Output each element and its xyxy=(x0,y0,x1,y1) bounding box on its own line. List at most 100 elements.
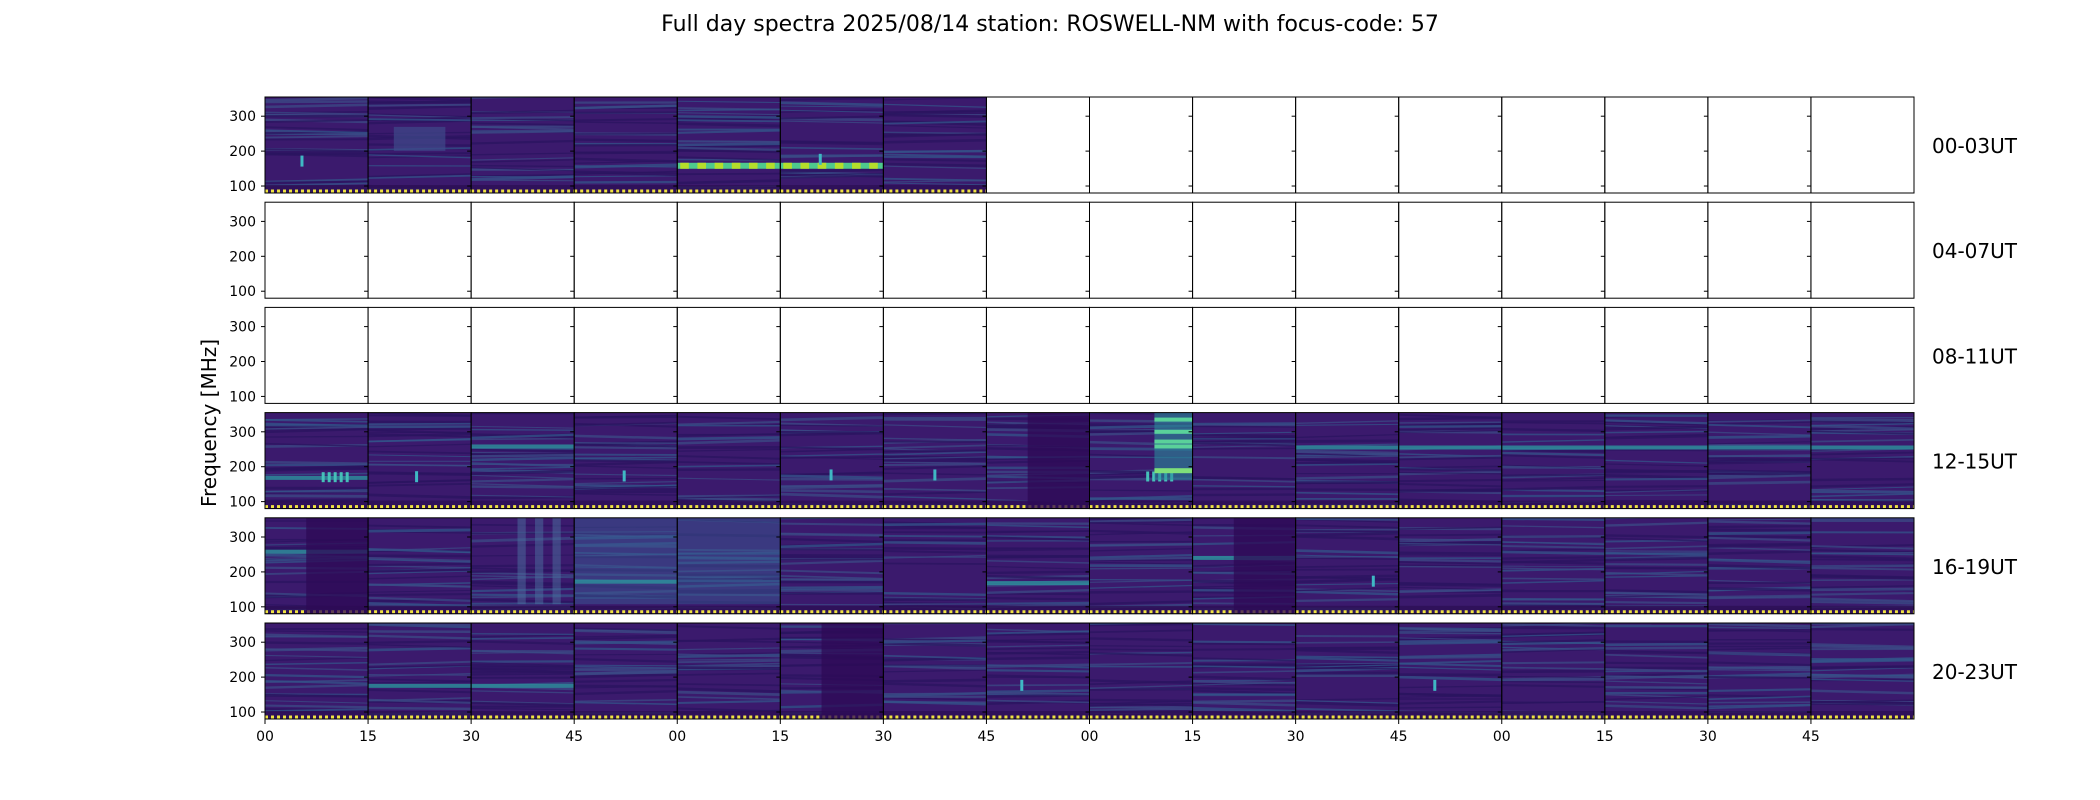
y-tick-label: 100 xyxy=(229,495,256,511)
y-tick-label: 100 xyxy=(229,284,256,300)
row-label-00-03UT: 00-03UT xyxy=(1932,134,2018,158)
spectra-row-00-03UT: 100 200 300 00-03UT xyxy=(229,96,2018,195)
row-label-16-19UT: 16-19UT xyxy=(1932,555,2018,579)
x-tick-label: 15 xyxy=(1184,729,1202,745)
panel-frame xyxy=(1501,96,1606,194)
spectrum-panel-20-23UT-9 xyxy=(1192,623,1296,719)
x-tick-label: 00 xyxy=(256,729,274,745)
panel-frame xyxy=(1501,201,1606,299)
spectral-feature-patch xyxy=(393,126,446,151)
panel-frame xyxy=(1192,96,1297,194)
panel-frame xyxy=(1089,96,1194,194)
row-label-04-07UT: 04-07UT xyxy=(1932,239,2018,263)
spectral-feature-spot xyxy=(1433,679,1437,691)
spectrum-panel-00-03UT-2 xyxy=(471,97,575,193)
spectrum-panel-20-23UT-0 xyxy=(265,623,369,719)
panel-frame xyxy=(367,201,472,299)
spectrum-panel-12-15UT-14 xyxy=(1707,412,1811,509)
spectrum-panel-20-23UT-1 xyxy=(368,623,472,719)
panel-frame xyxy=(367,306,472,404)
page-title: Full day spectra 2025/08/14 station: ROS… xyxy=(661,12,1439,37)
panel-frame xyxy=(470,306,575,404)
spectrum-panel-16-19UT-13 xyxy=(1604,517,1708,614)
spectral-feature-dark-block xyxy=(1233,517,1296,614)
spectrum-panel-12-15UT-5 xyxy=(780,412,884,509)
spectral-feature-spot xyxy=(1020,679,1024,691)
y-axis-label: Frequency [MHz] xyxy=(197,339,221,507)
spectrum-panel-00-03UT-3 xyxy=(574,97,678,193)
x-tick-label: 45 xyxy=(1390,729,1408,745)
panel-frame xyxy=(1810,622,1915,720)
spectral-feature-spots xyxy=(321,472,349,483)
x-tick-label: 15 xyxy=(359,729,377,745)
panel-frame xyxy=(573,201,678,299)
panel-frame xyxy=(1810,517,1915,615)
panel-frame xyxy=(1295,96,1400,194)
x-tick-label: 45 xyxy=(1802,729,1820,745)
panel-frame xyxy=(985,201,1090,299)
spectrum-panel-00-03UT-0 xyxy=(265,97,369,193)
spectral-feature-spot xyxy=(415,471,419,483)
spectrum-panel-16-19UT-6 xyxy=(883,517,987,614)
y-tick-label: 200 xyxy=(229,249,256,265)
spectral-feature-band xyxy=(1604,445,1708,450)
spectrum-panel-20-23UT-12 xyxy=(1501,623,1605,719)
panel-frame xyxy=(985,96,1090,194)
spectral-feature-band xyxy=(265,475,369,480)
y-tick-label: 100 xyxy=(229,389,256,405)
spectrum-panel-20-23UT-7 xyxy=(986,623,1090,719)
spectrum-panel-20-23UT-2 xyxy=(471,623,575,719)
panel-frame xyxy=(1295,306,1400,404)
spectrum-panel-00-03UT-4 xyxy=(677,97,781,193)
spectrum-panel-12-15UT-12 xyxy=(1501,412,1605,509)
x-tick-label: 45 xyxy=(565,729,583,745)
panel-frame xyxy=(1295,201,1400,299)
panel-frame xyxy=(882,306,987,404)
spectral-feature-band xyxy=(574,579,678,584)
y-tick-label: 300 xyxy=(229,109,256,125)
spectrum-panel-00-03UT-5 xyxy=(780,97,884,193)
x-tick-label: 15 xyxy=(771,729,789,745)
y-tick-label: 100 xyxy=(229,179,256,195)
spectrum-panel-12-15UT-0 xyxy=(265,412,369,509)
panel-frame xyxy=(470,201,575,299)
spectrum-panel-12-15UT-1 xyxy=(368,412,472,509)
spectrum-panel-16-19UT-4 xyxy=(677,517,781,614)
spectral-feature-spot xyxy=(933,469,937,481)
spectral-feature-band xyxy=(471,444,575,449)
spectrum-panel-12-15UT-2 xyxy=(471,412,575,509)
panel-frame xyxy=(1810,96,1915,194)
spectrum-panel-16-19UT-1 xyxy=(368,517,472,614)
x-tick-label: 45 xyxy=(978,729,996,745)
spectra-row-04-07UT: 100 200 300 04-07UT xyxy=(229,201,2018,300)
spectral-feature-light-block xyxy=(677,517,781,605)
panel-frame xyxy=(882,201,987,299)
spectra-row-12-15UT: 100 200 300 12-15UT xyxy=(229,412,2018,511)
row-label-08-11UT: 08-11UT xyxy=(1932,344,2018,368)
spectrum-panel-20-23UT-8 xyxy=(1089,623,1193,719)
spectral-feature-spot xyxy=(622,470,626,482)
spectral-feature-light-columns xyxy=(517,517,561,605)
y-tick-label: 100 xyxy=(229,705,256,721)
spectrum-panel-16-19UT-10 xyxy=(1295,517,1399,614)
panel-frame xyxy=(1707,201,1812,299)
spectrum-panel-20-23UT-10 xyxy=(1295,623,1399,719)
spectral-feature-band xyxy=(1295,445,1399,450)
y-tick-label: 300 xyxy=(229,320,256,336)
x-tick-label: 30 xyxy=(1699,729,1717,745)
spectrum-panel-16-19UT-8 xyxy=(1089,517,1193,614)
panel-frame xyxy=(1398,306,1503,404)
spectrum-panel-12-15UT-4 xyxy=(677,412,781,509)
y-tick-label: 200 xyxy=(229,460,256,476)
panel-frame xyxy=(1398,201,1503,299)
row-label-20-23UT: 20-23UT xyxy=(1932,660,2018,684)
spectral-feature-band xyxy=(368,683,472,688)
spectral-feature-band xyxy=(1501,445,1605,450)
spectra-row-16-19UT: 100 200 300 16-19UT xyxy=(229,517,2018,616)
x-tick-label: 30 xyxy=(874,729,892,745)
y-tick-label: 200 xyxy=(229,355,256,371)
spectral-feature-dark-block xyxy=(1027,412,1090,509)
spectrum-panel-20-23UT-4 xyxy=(677,623,781,719)
spectrum-panel-16-19UT-11 xyxy=(1398,517,1502,614)
spectral-feature-band xyxy=(986,581,1090,586)
